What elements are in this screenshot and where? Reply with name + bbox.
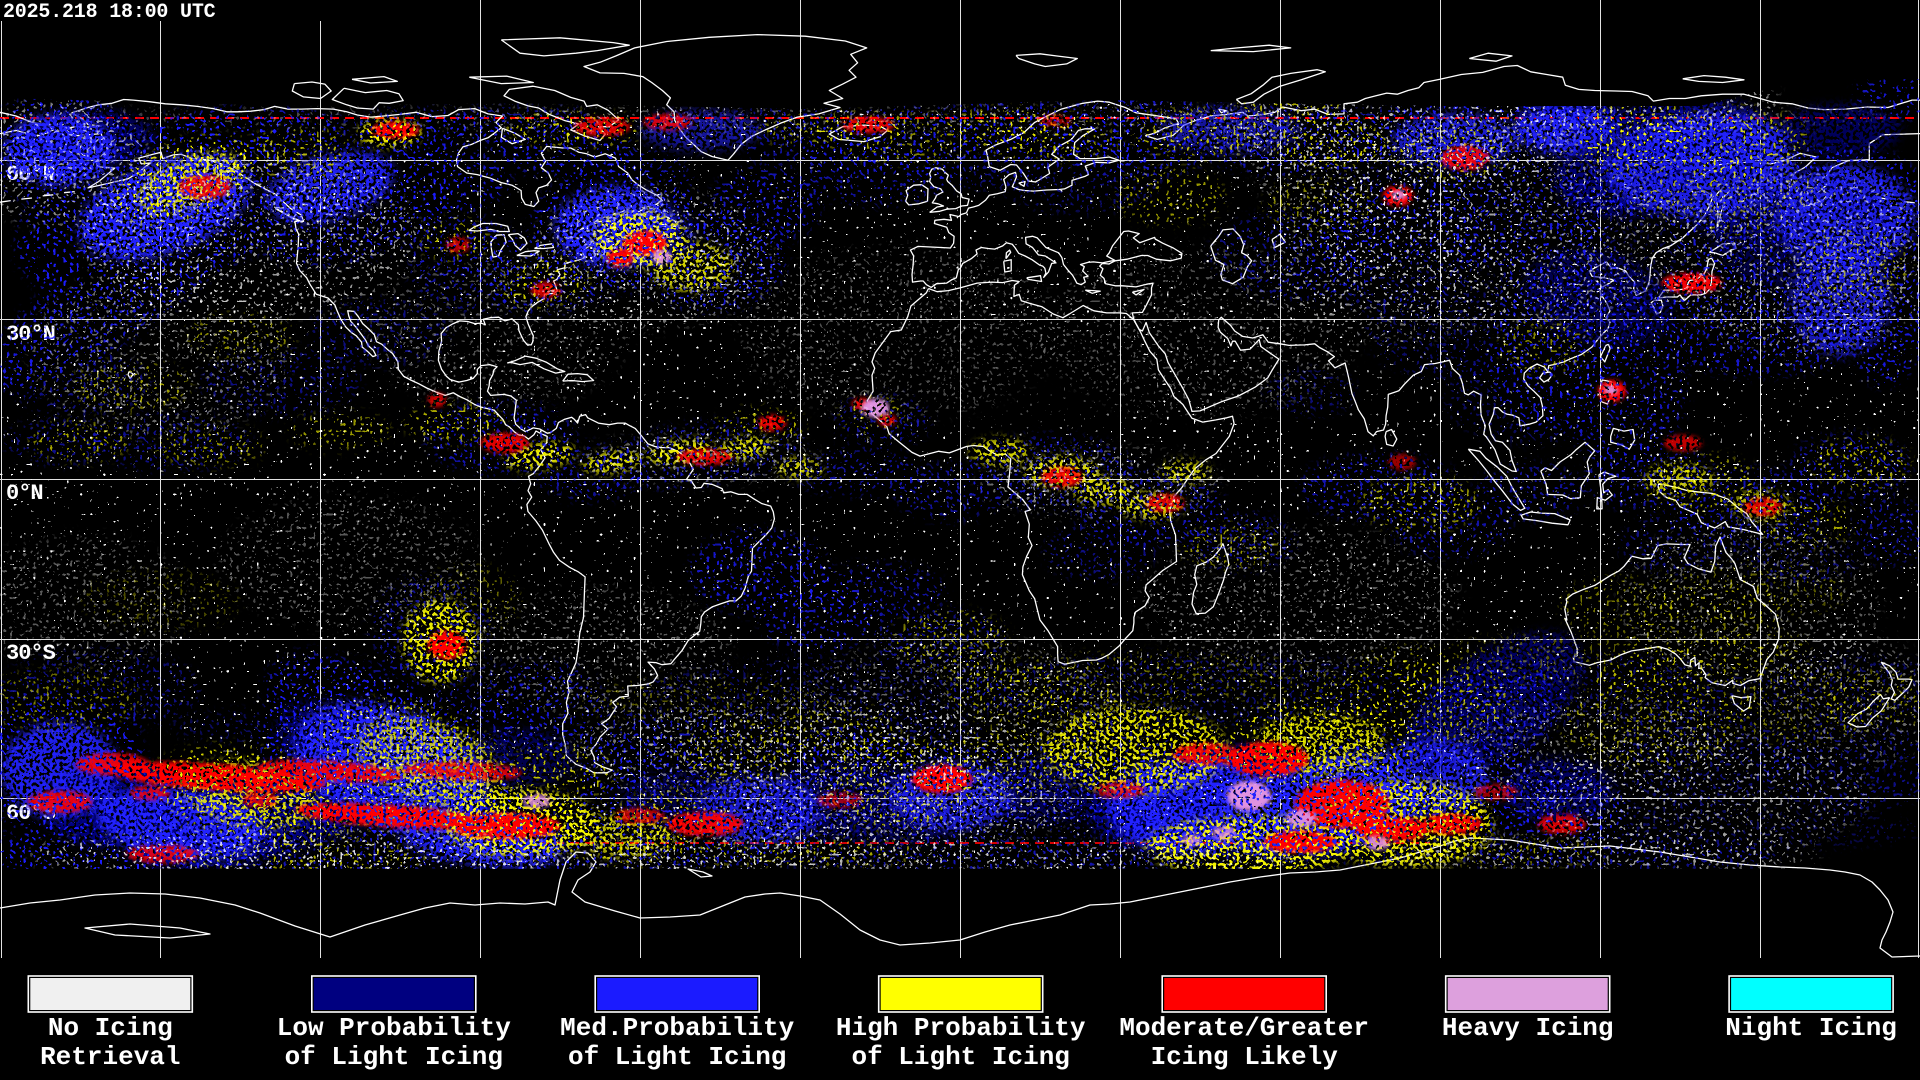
svg-text:Retrieval: Retrieval <box>40 1042 180 1072</box>
svg-text:No Icing: No Icing <box>48 1013 173 1043</box>
svg-text:of Light Icing: of Light Icing <box>851 1042 1069 1072</box>
svg-text:Low Probability: Low Probability <box>277 1013 511 1043</box>
svg-text:Med.Probability: Med.Probability <box>560 1013 794 1043</box>
svg-text:of Light Icing: of Light Icing <box>285 1042 503 1072</box>
svg-text:Moderate/Greater: Moderate/Greater <box>1119 1013 1369 1043</box>
svg-text:Heavy Icing: Heavy Icing <box>1442 1013 1614 1043</box>
svg-text:of Light Icing: of Light Icing <box>568 1042 786 1072</box>
svg-text:Icing Likely: Icing Likely <box>1151 1042 1339 1072</box>
svg-text:Night Icing: Night Icing <box>1725 1013 1897 1043</box>
svg-text:2025.218 18:00 UTC: 2025.218 18:00 UTC <box>3 1 216 24</box>
svg-text:High Probability: High Probability <box>836 1013 1086 1043</box>
